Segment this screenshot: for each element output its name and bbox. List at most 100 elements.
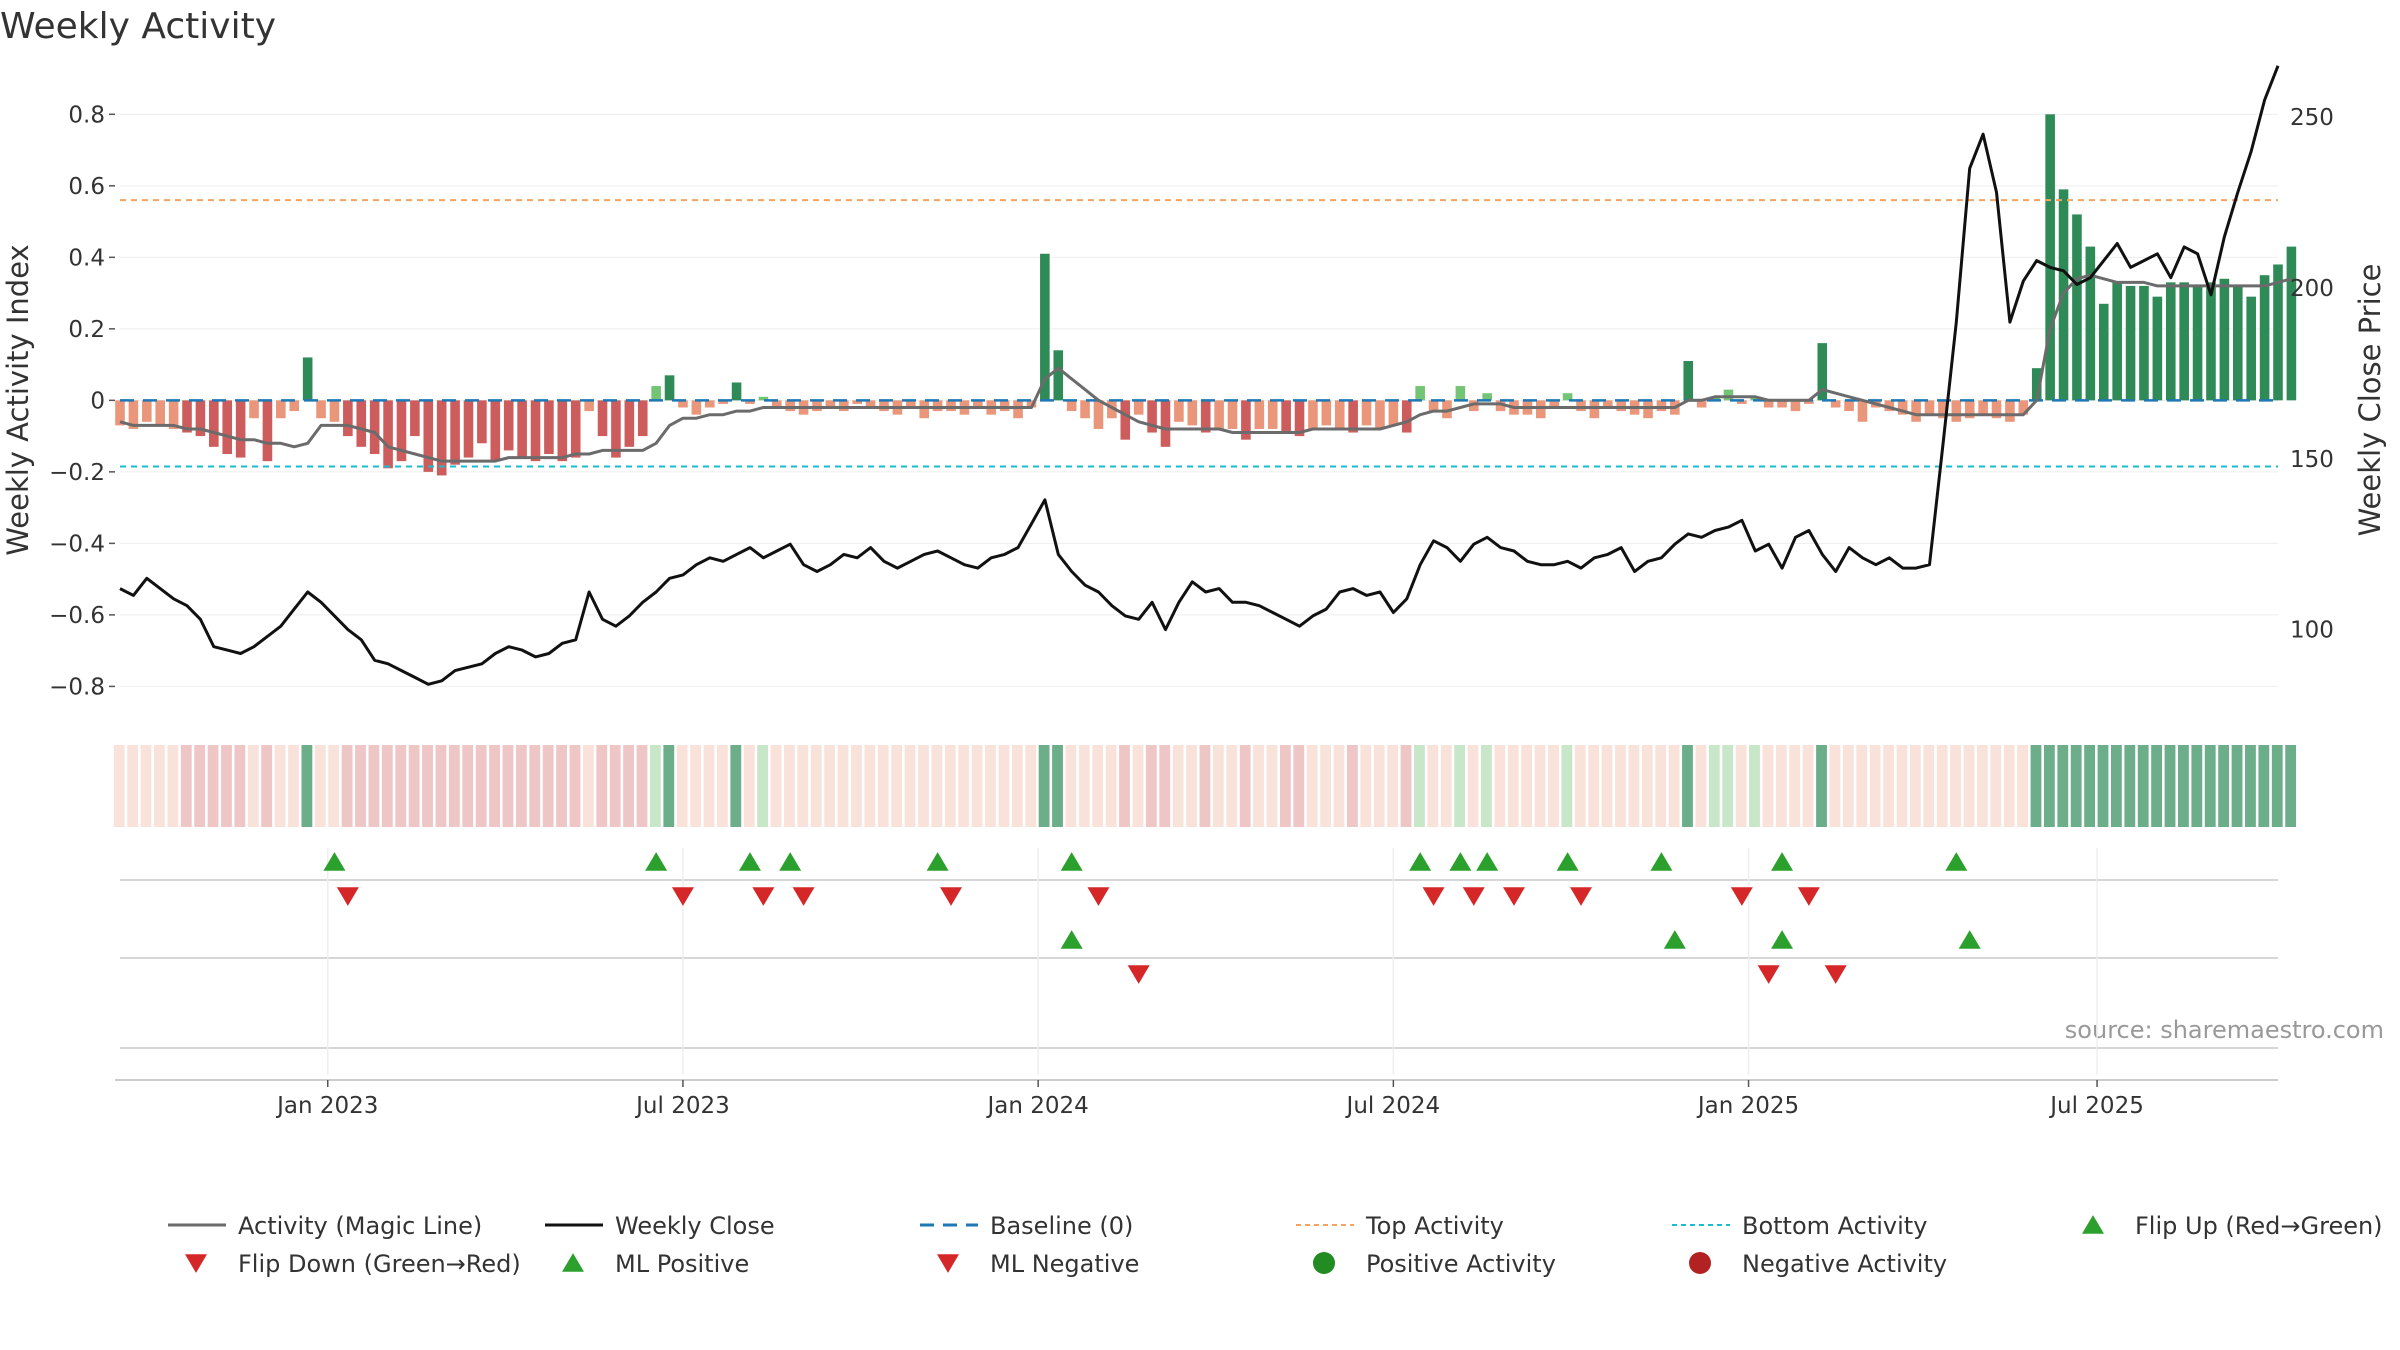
heat-strip-cell bbox=[569, 745, 581, 827]
flip-up-marker bbox=[1556, 852, 1579, 871]
activity-bar bbox=[530, 400, 541, 462]
heat-strip-cell bbox=[2137, 745, 2149, 827]
activity-bar bbox=[1911, 400, 1921, 422]
heat-strip-cell bbox=[1990, 745, 2002, 827]
flip-down-marker bbox=[1462, 887, 1485, 906]
heat-strip-cell bbox=[140, 745, 152, 827]
heat-strip-cell bbox=[1829, 745, 1841, 827]
heat-strip-cell bbox=[1735, 745, 1747, 827]
flip-up-marker bbox=[1060, 852, 1083, 871]
activity-bar bbox=[1643, 400, 1653, 419]
heat-strip-cell bbox=[274, 745, 286, 827]
activity-bar bbox=[2152, 296, 2163, 401]
activity-bar bbox=[1053, 350, 1064, 401]
activity-bar bbox=[932, 400, 943, 412]
heat-strip-cell bbox=[1387, 745, 1399, 827]
legend-label: ML Negative bbox=[990, 1250, 1139, 1278]
heat-strip-cell bbox=[1655, 745, 1667, 827]
activity-bar bbox=[1750, 396, 1761, 401]
activity-bar bbox=[1603, 400, 1613, 408]
heat-strip-cell bbox=[1521, 745, 1533, 827]
activity-bar bbox=[235, 400, 246, 458]
activity-bar bbox=[611, 400, 621, 458]
heat-strip-cell bbox=[2258, 745, 2270, 827]
activity-bar bbox=[1589, 400, 1600, 419]
heat-strip-cell bbox=[971, 745, 983, 827]
heat-strip-cell bbox=[1708, 745, 1720, 827]
legend-swatch bbox=[185, 1254, 207, 1273]
flip-down-marker bbox=[792, 887, 815, 906]
heat-strip-cell bbox=[2043, 745, 2055, 827]
activity-bar bbox=[369, 400, 380, 454]
flip-down-marker bbox=[752, 887, 775, 906]
activity-bar bbox=[249, 400, 259, 419]
heat-strip-cell bbox=[810, 745, 822, 827]
activity-bar bbox=[1723, 389, 1734, 401]
activity-bar bbox=[1777, 400, 1787, 408]
legend-label: Baseline (0) bbox=[990, 1212, 1133, 1240]
legend-label: Flip Down (Green→Red) bbox=[238, 1250, 521, 1278]
heat-strip-cell bbox=[1507, 745, 1519, 827]
activity-bar bbox=[450, 400, 460, 465]
right-tick-label: 150 bbox=[2290, 447, 2334, 473]
activity-bar bbox=[1026, 400, 1037, 408]
heat-strip-cell bbox=[368, 745, 380, 827]
activity-bar bbox=[1388, 400, 1399, 426]
heat-strip-cell bbox=[1494, 745, 1506, 827]
activity-bar bbox=[1656, 400, 1667, 412]
heat-strip-cell bbox=[998, 745, 1010, 827]
heat-strip-cell bbox=[154, 745, 165, 827]
activity-bar bbox=[1241, 400, 1251, 440]
heat-strip-cell bbox=[891, 745, 903, 827]
left-tick-label: 0.6 bbox=[68, 174, 105, 200]
signal-rows bbox=[120, 848, 2278, 1075]
heat-strip-cell bbox=[1695, 745, 1707, 827]
flip-up-marker bbox=[1476, 852, 1499, 871]
ml-positive-marker bbox=[1771, 930, 1794, 949]
activity-bar bbox=[1857, 400, 1868, 422]
heat-strip-cell bbox=[542, 745, 554, 827]
left-tick-label: −0.4 bbox=[49, 531, 105, 557]
activity-bar bbox=[168, 400, 179, 429]
heat-strip-cell bbox=[730, 745, 742, 827]
heat-strip-cell bbox=[743, 745, 755, 827]
heat-strip-cell bbox=[717, 745, 728, 827]
activity-bar bbox=[2018, 400, 2029, 415]
activity-bar bbox=[2072, 214, 2082, 401]
flip-down-marker bbox=[671, 887, 694, 906]
legend-label: ML Positive bbox=[615, 1250, 749, 1278]
heat-strip-cell bbox=[636, 745, 648, 827]
chart-title: Weekly Activity bbox=[0, 6, 276, 47]
heat-strip-cell bbox=[1266, 745, 1278, 827]
legend-label: Positive Activity bbox=[1366, 1250, 1556, 1278]
activity-bar bbox=[1964, 400, 1975, 419]
activity-bar bbox=[1227, 400, 1238, 429]
activity-bar bbox=[906, 400, 916, 408]
heat-strip-cell bbox=[1159, 745, 1171, 827]
heat-strip-cell bbox=[1588, 745, 1600, 827]
heat-strip-cell bbox=[1802, 745, 1814, 827]
right-tick-label: 200 bbox=[2290, 276, 2334, 302]
legend-label: Negative Activity bbox=[1742, 1250, 1947, 1278]
legend-swatch bbox=[1313, 1252, 1335, 1274]
activity-bar bbox=[222, 400, 233, 454]
x-tick-label: Jan 2023 bbox=[275, 1093, 378, 1119]
activity-bar bbox=[490, 400, 501, 462]
activity-bar bbox=[2005, 400, 2015, 422]
heat-strip-cell bbox=[1883, 745, 1894, 827]
heat-strip-cell bbox=[1400, 745, 1412, 827]
heat-strip-cell bbox=[1212, 745, 1224, 827]
x-tick-label: Jan 2025 bbox=[1696, 1093, 1799, 1119]
activity-bar bbox=[289, 400, 300, 412]
activity-bar bbox=[825, 400, 836, 408]
heat-strip-cell bbox=[301, 745, 313, 827]
heat-strip-cell bbox=[824, 745, 836, 827]
heat-strip-cell bbox=[676, 745, 688, 827]
heat-strip-cell bbox=[341, 745, 353, 827]
heat-strip-cell bbox=[435, 745, 447, 827]
heat-strip-cell bbox=[1320, 745, 1331, 827]
heat-strip-cell bbox=[1923, 745, 1935, 827]
legend-swatch bbox=[1689, 1252, 1711, 1274]
flip-up-marker bbox=[779, 852, 802, 871]
activity-bar bbox=[2085, 246, 2096, 401]
